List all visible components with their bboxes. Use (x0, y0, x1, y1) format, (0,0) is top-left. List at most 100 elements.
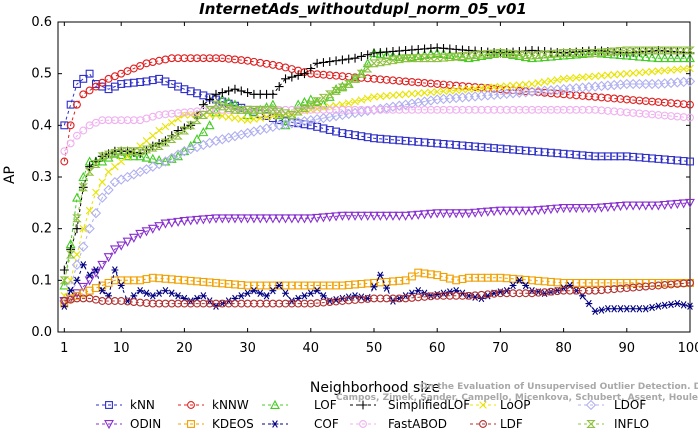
data-point (166, 218, 177, 228)
data-point (263, 292, 270, 300)
data-point (97, 152, 107, 161)
data-point (610, 305, 618, 313)
data-point (356, 211, 367, 221)
data-point (343, 211, 354, 221)
data-point (147, 224, 158, 234)
data-point (110, 148, 120, 157)
data-point (85, 86, 94, 95)
data-point (217, 214, 228, 224)
data-point (160, 138, 171, 147)
data-point (301, 292, 308, 300)
data-point (174, 115, 182, 123)
chart-title: InternetAds_withoutdupl_norm_05_v01 (199, 0, 527, 18)
x-tick-label: 80 (555, 341, 572, 356)
data-point (103, 184, 114, 196)
legend-marker (271, 420, 279, 428)
data-point (382, 92, 391, 100)
data-point (250, 286, 258, 295)
data-point (653, 201, 664, 211)
data-point (514, 206, 525, 216)
data-point (621, 201, 632, 211)
data-point (275, 281, 283, 290)
legend-label: FastABOD (388, 417, 447, 431)
data-point (217, 88, 227, 98)
data-point (236, 129, 247, 140)
data-point (198, 127, 209, 137)
data-point (318, 213, 329, 223)
data-point (122, 151, 133, 161)
data-point (242, 105, 253, 114)
data-point (370, 283, 378, 291)
data-point (553, 76, 562, 84)
data-point (470, 208, 481, 218)
data-point (566, 74, 574, 83)
data-point (351, 292, 359, 300)
data-point (408, 90, 416, 98)
data-point (167, 135, 177, 144)
data-point (287, 72, 297, 82)
data-point (306, 100, 316, 109)
x-axis-label: Neighborhood size (310, 380, 440, 396)
data-point (337, 83, 348, 92)
data-point (280, 214, 291, 224)
data-point (286, 214, 297, 224)
data-point (230, 214, 240, 224)
data-point (103, 150, 114, 159)
data-point (446, 86, 454, 95)
legend-label: LOF (314, 398, 337, 412)
data-point (659, 200, 670, 211)
data-point (160, 156, 171, 166)
data-point (432, 47, 443, 57)
data-point (684, 76, 696, 87)
data-point (281, 74, 290, 84)
data-point (117, 281, 125, 290)
y-axis-label: AP (2, 166, 18, 184)
data-point (584, 49, 594, 57)
data-point (66, 139, 75, 148)
data-point (230, 105, 240, 114)
data-point (376, 271, 384, 279)
data-point (609, 49, 620, 59)
data-point (198, 215, 209, 225)
data-point (585, 72, 593, 81)
data-point (299, 96, 310, 107)
data-point (653, 53, 664, 63)
data-point (521, 80, 530, 89)
data-point (640, 51, 651, 62)
data-point (362, 58, 373, 68)
data-point (135, 151, 146, 161)
data-point (223, 214, 234, 224)
data-point (262, 113, 271, 121)
data-point (256, 114, 265, 122)
data-point (678, 53, 689, 63)
data-point (509, 81, 517, 90)
data-point (217, 134, 228, 145)
data-point (522, 281, 530, 290)
data-point (577, 49, 588, 57)
data-point (609, 47, 619, 56)
data-point (129, 148, 139, 157)
data-point (515, 276, 523, 285)
data-point (122, 147, 133, 156)
data-point (90, 207, 102, 219)
data-point (685, 198, 695, 208)
data-point (394, 211, 405, 221)
data-point (470, 51, 480, 60)
data-point (539, 205, 550, 215)
data-point (116, 241, 127, 251)
data-point (375, 58, 386, 67)
data-point (647, 46, 657, 55)
data-point (313, 286, 321, 295)
data-point (483, 50, 493, 58)
data-point (667, 300, 675, 309)
data-point (602, 203, 613, 213)
legend-label: kNNW (212, 398, 249, 412)
data-point (603, 48, 613, 56)
data-point (641, 68, 650, 76)
data-point (85, 69, 94, 78)
data-point (268, 89, 278, 99)
data-point (160, 156, 171, 167)
data-point (192, 133, 202, 144)
data-point (103, 253, 114, 263)
